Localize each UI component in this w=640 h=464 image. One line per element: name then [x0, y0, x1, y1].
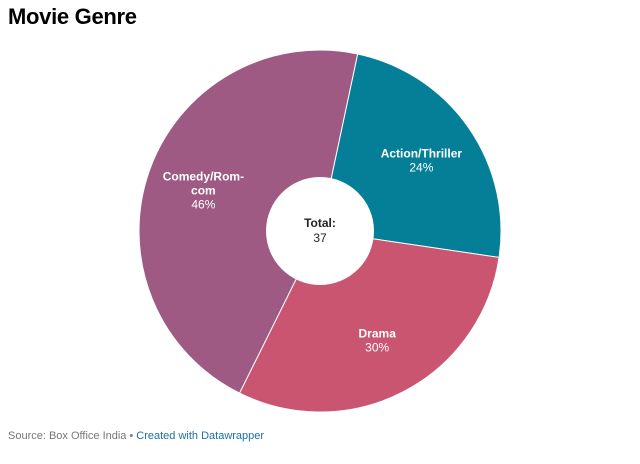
center-total-value: 37: [313, 231, 327, 245]
footer-separator: •: [129, 430, 134, 442]
slice-label-name: Drama: [359, 326, 397, 340]
slice-label-value: 46%: [191, 197, 215, 211]
slice-label-value: 24%: [409, 161, 433, 175]
donut-hole: [266, 177, 374, 285]
datawrapper-credit-link[interactable]: Created with Datawrapper: [136, 430, 265, 442]
source-note: Source: Box Office India: [8, 430, 127, 442]
slice-label-name: com: [191, 183, 216, 197]
slice-label-value: 30%: [365, 340, 389, 354]
slice-label-drama: Drama 30%: [359, 326, 397, 354]
slice-label-action-thriller: Action/Thriller 24%: [381, 147, 463, 175]
chart-footer: Source: Box Office India • Created with Da…: [8, 430, 264, 442]
slice-comedy-rom-com[interactable]: [138, 49, 359, 394]
slice-label-name: Comedy/Rom-: [163, 169, 244, 183]
chart-title: Movie Genre: [8, 4, 137, 29]
slice-label-name: Action/Thriller: [381, 147, 463, 161]
slice-labels: Action/Thriller 24% Drama 30% Comedy/Rom-com…: [163, 147, 463, 355]
center-label: Total:: [304, 216, 336, 230]
slice-label-comedy-rom-com: Comedy/Rom-com 46%: [163, 169, 244, 211]
